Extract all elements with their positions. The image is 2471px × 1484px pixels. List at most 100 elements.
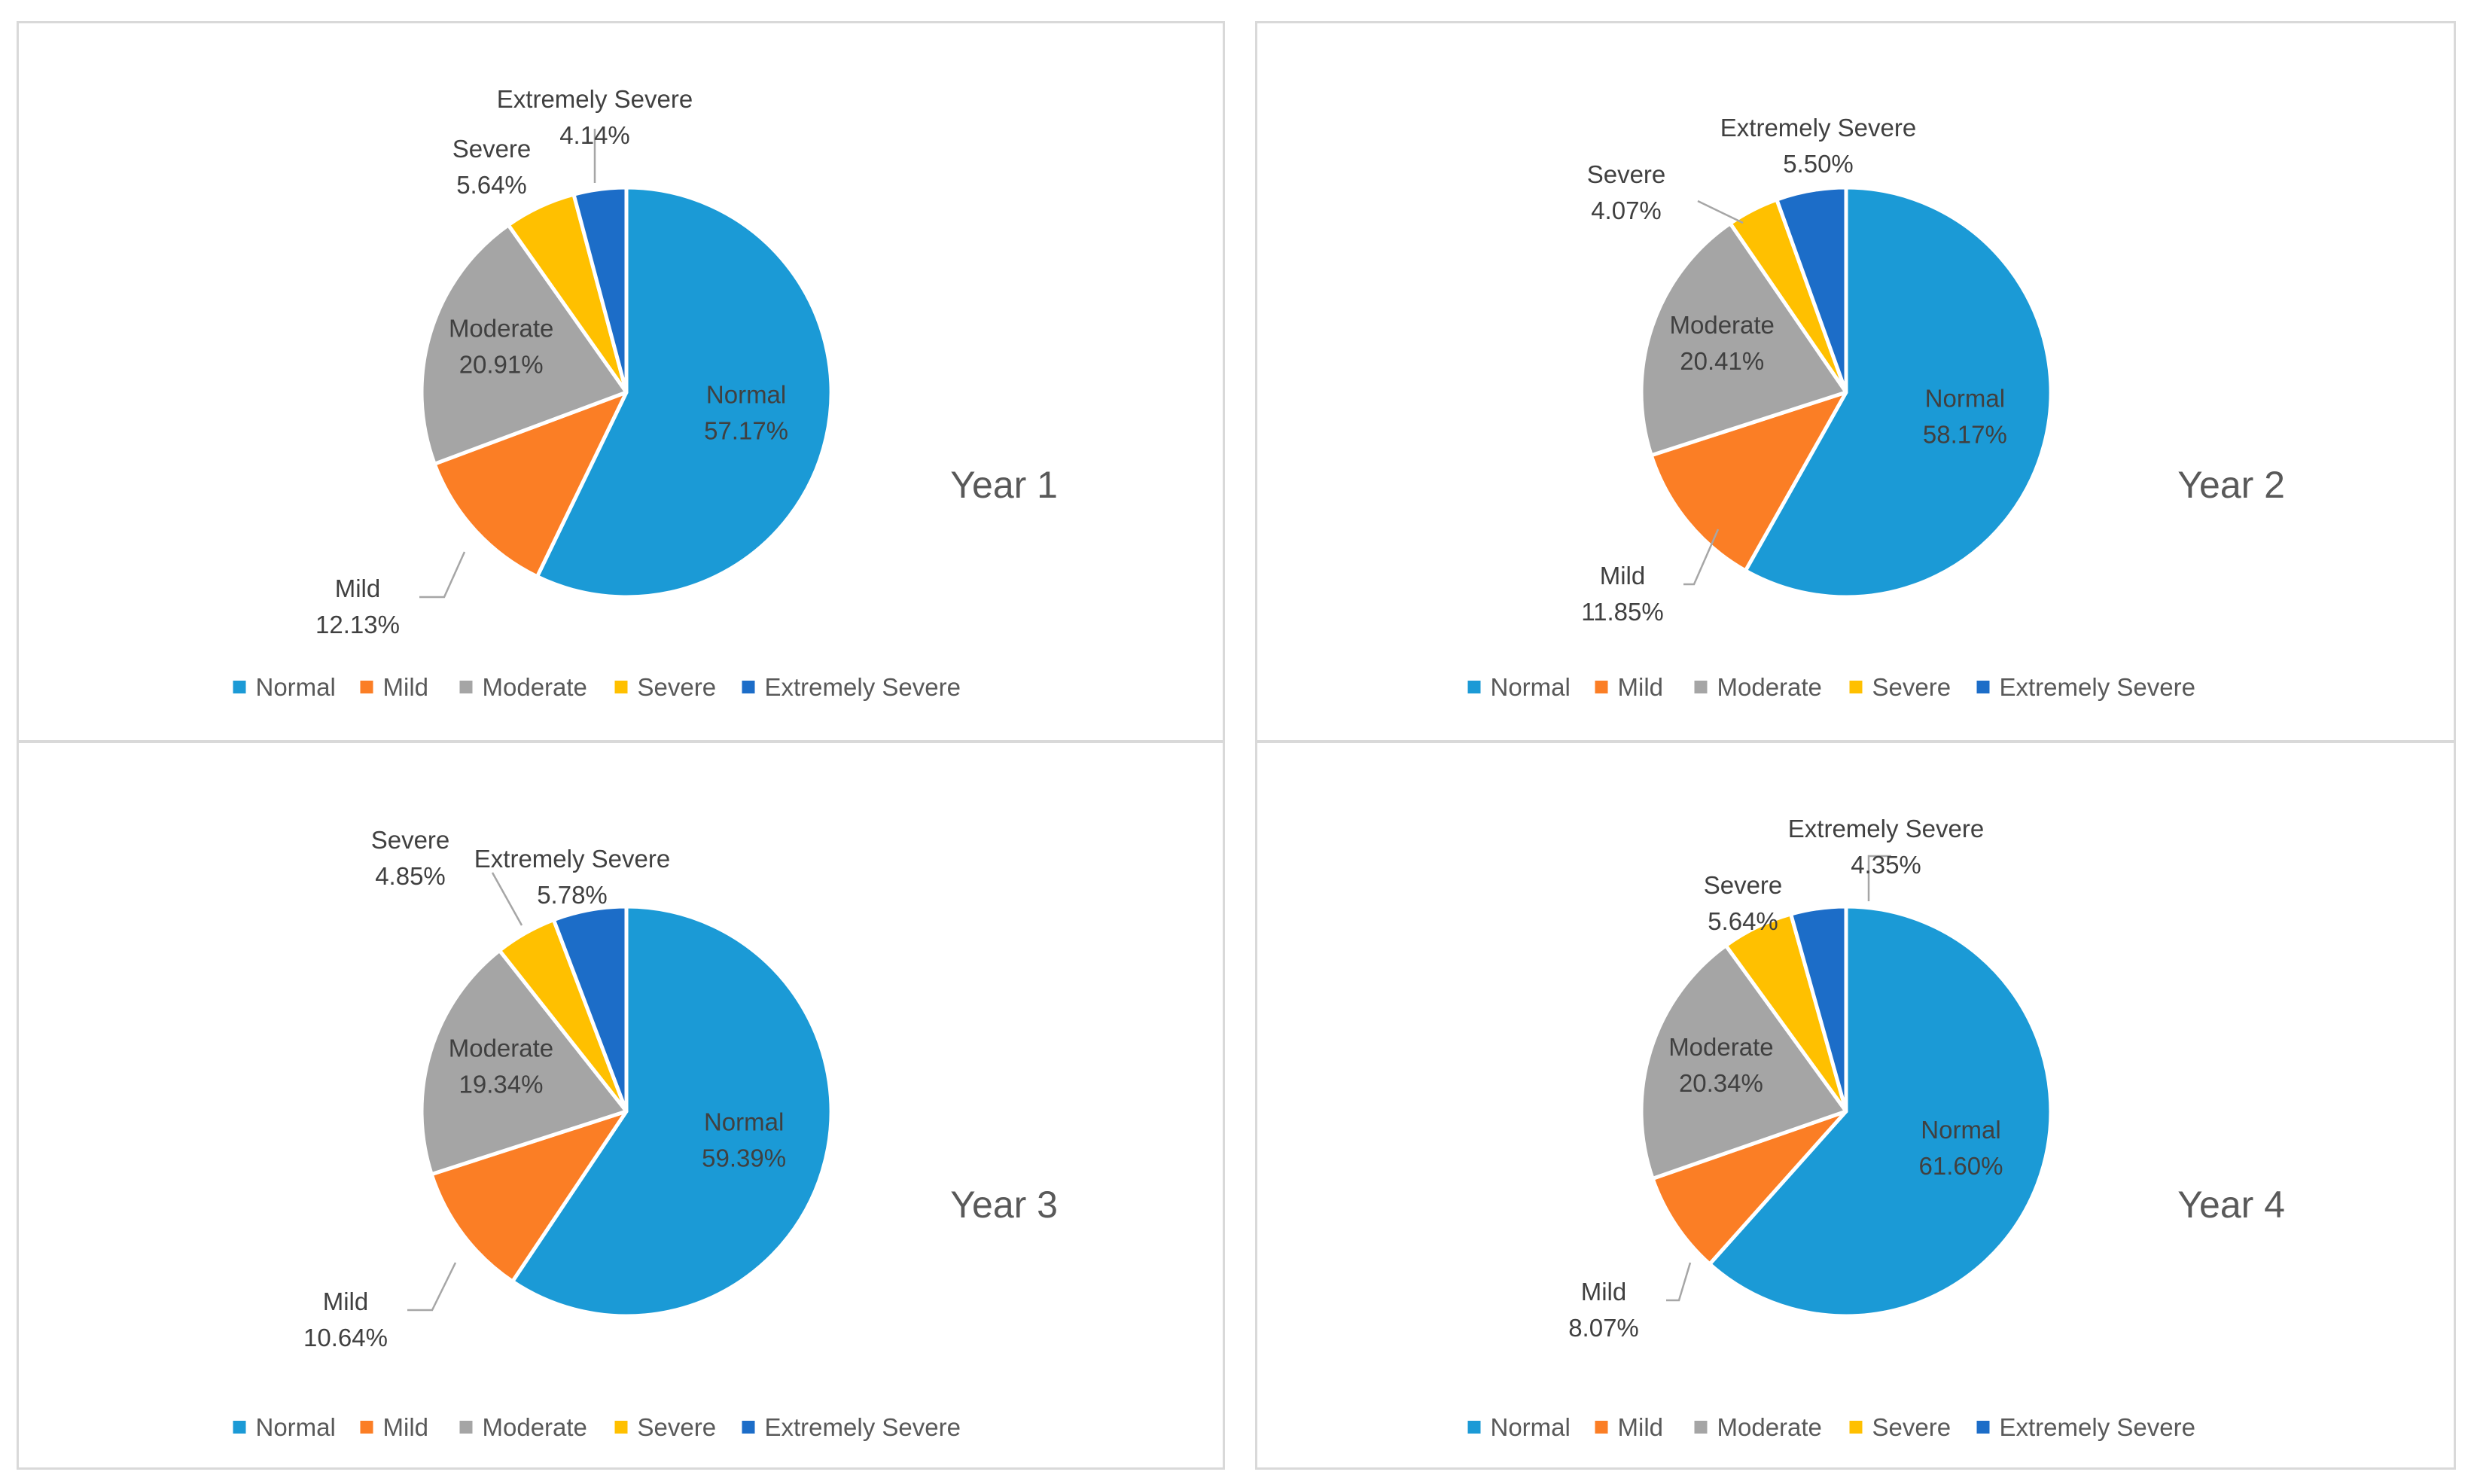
chart-panel-year-1: Normal 57.17% Mild 12.13% Moderate 20.91% Seve…: [17, 21, 1225, 742]
data-label-value-extremely-severe: 4.14%: [559, 121, 630, 149]
data-label-value-severe: 4.85%: [375, 862, 446, 890]
data-label-category-moderate: Moderate: [449, 315, 553, 343]
data-label-category-extremely-severe: Extremely Severe: [1720, 114, 1916, 142]
data-label-value-extremely-severe: 5.78%: [537, 881, 608, 909]
pie-chart-year-3: Normal 59.39% Mild 10.64% Moderate 19.34% Seve…: [233, 826, 1058, 1441]
legend-label-mild: Mild: [1618, 673, 1664, 701]
data-label-category-normal: Normal: [1925, 384, 2005, 412]
data-label-category-severe: Severe: [1704, 871, 1783, 899]
legend-label-moderate: Moderate: [483, 1413, 587, 1441]
data-label-category-moderate: Moderate: [1668, 1033, 1773, 1061]
legend-label-normal: Normal: [1491, 673, 1571, 701]
data-label-value-severe: 4.07%: [1591, 197, 1662, 224]
legend-label-severe: Severe: [1872, 1413, 1952, 1441]
chart-panel-year-2: Normal 58.17% Mild 11.85% Moderate 20.41% Seve…: [1255, 21, 2456, 742]
legend-swatch-normal: [1467, 681, 1481, 693]
chart-title: Year 3: [950, 1184, 1058, 1226]
data-label-category-severe: Severe: [1587, 160, 1666, 188]
legend-label-extremely-severe: Extremely Severe: [2000, 1413, 2195, 1441]
legend-swatch-moderate: [459, 681, 473, 693]
data-label-value-severe: 5.64%: [456, 171, 527, 199]
legend-label-extremely-severe: Extremely Severe: [765, 1413, 961, 1441]
leader-line-mild: [1683, 529, 1720, 586]
legend-swatch-extremely-severe: [1976, 1421, 1990, 1434]
pie-slice-normal: [535, 185, 833, 599]
legend-label-mild: Mild: [1618, 1413, 1664, 1441]
data-label-value-moderate: 19.34%: [459, 1070, 543, 1098]
legend-label-moderate: Moderate: [483, 673, 587, 701]
data-label-value-extremely-severe: 5.50%: [1783, 150, 1854, 178]
data-label-category-mild: Mild: [1581, 1278, 1627, 1306]
chart-title: Year 4: [2177, 1184, 2285, 1226]
data-label-value-mild: 11.85%: [1581, 598, 1663, 626]
legend-label-moderate: Moderate: [1717, 1413, 1822, 1441]
legend-swatch-mild: [1595, 681, 1608, 693]
data-label-category-moderate: Moderate: [1670, 311, 1775, 339]
data-label-category-extremely-severe: Extremely Severe: [1788, 815, 1984, 843]
data-label-category-extremely-severe: Extremely Severe: [474, 845, 670, 873]
legend-swatch-extremely-severe: [1976, 681, 1990, 693]
data-label-category-normal: Normal: [1921, 1116, 2000, 1144]
pie-chart-year-1: Normal 57.17% Mild 12.13% Moderate 20.91% Seve…: [233, 85, 1058, 701]
pie-slice-extremely-severe: [1789, 904, 1848, 1114]
legend-label-extremely-severe: Extremely Severe: [2000, 673, 2195, 701]
leader-line-mild: [419, 551, 466, 599]
data-label-value-normal: 57.17%: [704, 416, 788, 444]
leader-line-severe: [1697, 200, 1744, 224]
legend-label-severe: Severe: [1872, 673, 1952, 701]
pie-slice-normal: [1743, 185, 2053, 599]
data-label-value-normal: 61.60%: [1919, 1152, 2003, 1180]
legend-swatch-normal: [1467, 1421, 1481, 1434]
legend-swatch-normal: [233, 1421, 246, 1434]
data-label-category-moderate: Moderate: [449, 1034, 553, 1062]
data-label-value-severe: 5.64%: [1708, 907, 1778, 935]
legend-label-normal: Normal: [256, 673, 336, 701]
data-label-value-normal: 59.39%: [702, 1144, 786, 1172]
pie-slice-mild: [432, 390, 629, 579]
pie-slice-mild: [429, 1109, 629, 1284]
pie-slice-normal: [510, 904, 833, 1318]
pie-slice-normal: [1708, 904, 2053, 1318]
data-label-category-severe: Severe: [452, 135, 532, 163]
legend-swatch-severe: [614, 681, 628, 693]
legend-swatch-mild: [1595, 1421, 1608, 1434]
legend-swatch-mild: [360, 1421, 373, 1434]
data-label-category-mild: Mild: [1600, 562, 1646, 590]
legend-label-mild: Mild: [383, 1413, 429, 1441]
data-label-category-extremely-severe: Extremely Severe: [497, 85, 693, 113]
chart-panel-year-4: Normal 61.60% Mild 8.07% Moderate 20.34% Sever…: [1255, 741, 2456, 1470]
legend-label-normal: Normal: [1491, 1413, 1571, 1441]
leader-line-mild: [407, 1262, 457, 1312]
pie-slice-moderate: [1639, 221, 1848, 458]
legend-swatch-severe: [1849, 1421, 1863, 1434]
data-label-value-mild: 12.13%: [315, 611, 400, 638]
pie-slice-mild: [1649, 390, 1848, 573]
chart-title: Year 1: [950, 464, 1058, 506]
legend-label-mild: Mild: [383, 673, 429, 701]
data-label-value-mild: 8.07%: [1568, 1314, 1639, 1342]
leader-line-extremely-severe: [1867, 855, 1891, 901]
data-label-category-normal: Normal: [706, 380, 786, 408]
legend-swatch-mild: [360, 681, 373, 693]
pie-slice-moderate: [1639, 943, 1848, 1181]
pie-slice-extremely-severe: [551, 904, 629, 1114]
chart-title: Year 2: [2177, 464, 2285, 506]
data-label-category-mild: Mild: [335, 574, 381, 602]
pie-slice-mild: [1650, 1109, 1848, 1266]
legend-label-extremely-severe: Extremely Severe: [765, 673, 961, 701]
data-label-category-normal: Normal: [704, 1108, 784, 1135]
legend-label-severe: Severe: [638, 1413, 717, 1441]
pie-chart-year-4: Normal 61.60% Mild 8.07% Moderate 20.34% Sever…: [1467, 815, 2285, 1441]
data-label-value-normal: 58.17%: [1923, 420, 2007, 448]
data-label-category-mild: Mild: [323, 1287, 369, 1315]
legend-label-severe: Severe: [638, 673, 717, 701]
pie-slice-moderate: [419, 948, 629, 1177]
chart-grid: Normal 57.17% Mild 12.13% Moderate 20.91% Seve…: [17, 21, 2456, 1470]
data-label-value-extremely-severe: 4.35%: [1851, 851, 1921, 879]
data-label-value-moderate: 20.91%: [459, 351, 544, 379]
data-label-value-mild: 10.64%: [303, 1324, 388, 1351]
legend-swatch-moderate: [459, 1421, 473, 1434]
data-label-value-moderate: 20.34%: [1679, 1069, 1763, 1097]
legend-swatch-normal: [233, 681, 246, 693]
legend-swatch-moderate: [1694, 1421, 1708, 1434]
